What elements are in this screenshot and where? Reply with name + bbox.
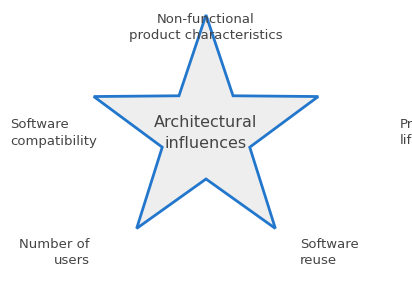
Text: Software
reuse: Software reuse	[300, 238, 359, 267]
Polygon shape	[94, 15, 318, 228]
Text: Non-functional
product characteristics: Non-functional product characteristics	[129, 13, 283, 42]
Text: Architectural
influences: Architectural influences	[154, 115, 258, 151]
Text: Software
compatibility: Software compatibility	[10, 119, 97, 148]
Text: Product
lifetime: Product lifetime	[400, 119, 412, 148]
Text: Number of
users: Number of users	[19, 238, 90, 267]
